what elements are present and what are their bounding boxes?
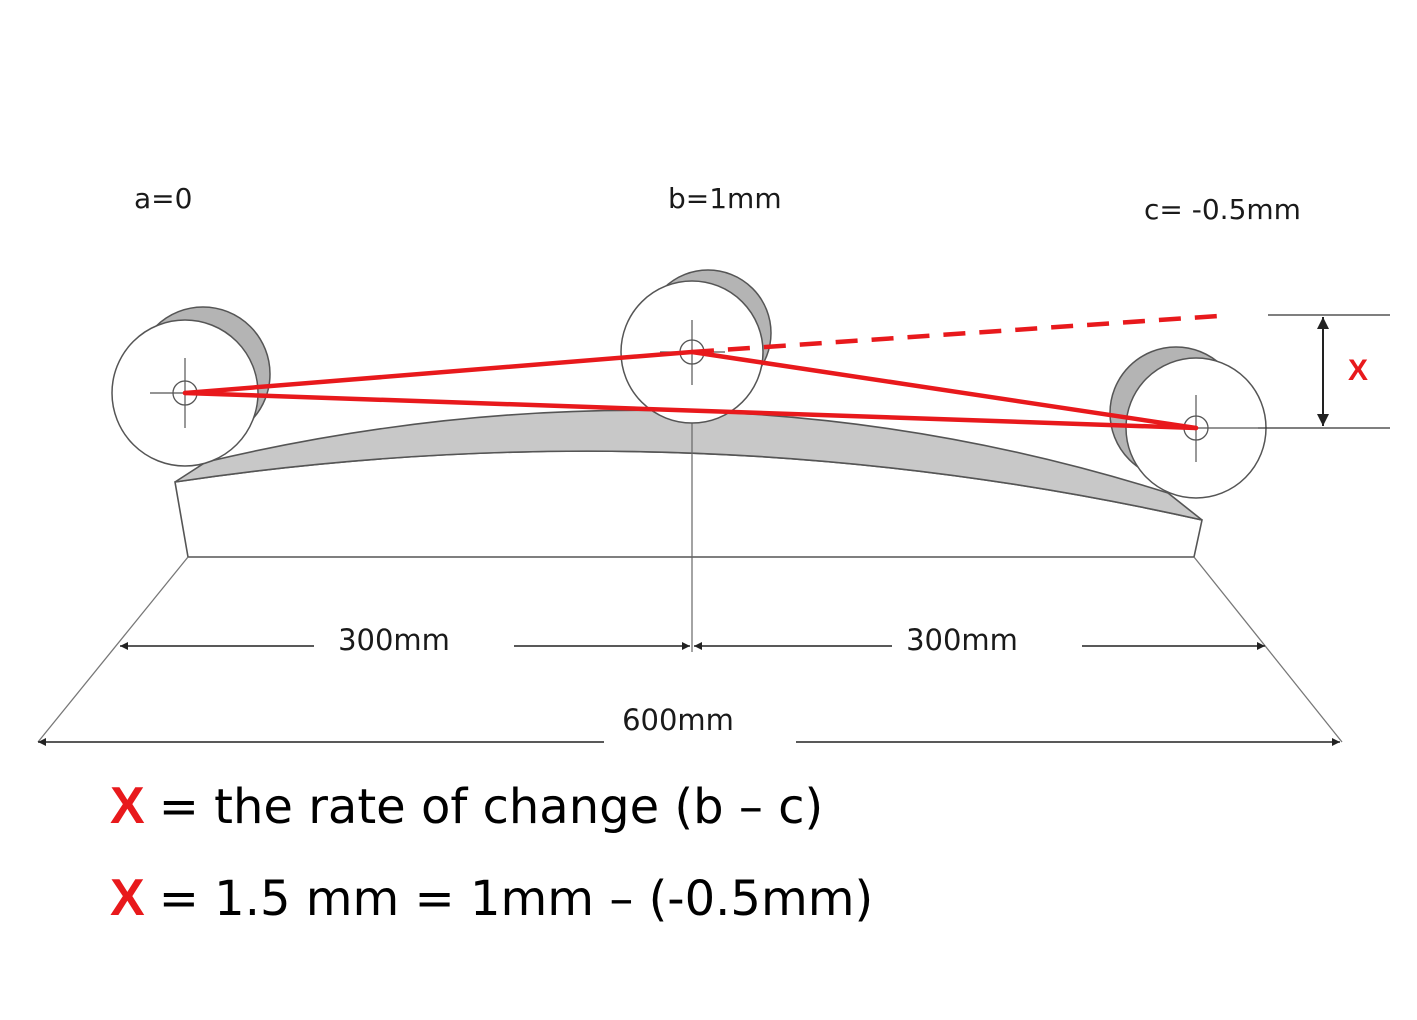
dim-label-right-300: 300mm bbox=[906, 623, 1018, 657]
formula-1-text: = the rate of change (b – c) bbox=[158, 779, 824, 835]
dim-label-600: 600mm bbox=[622, 703, 734, 737]
measurement-lines bbox=[182, 313, 1219, 431]
red-line-b-to-c bbox=[689, 349, 1199, 431]
floor-line-right bbox=[1193, 556, 1343, 743]
label-b: b=1mm bbox=[668, 182, 782, 215]
red-line-a-to-b bbox=[182, 349, 695, 396]
label-a: a=0 bbox=[134, 182, 192, 215]
red-dashed-extension bbox=[691, 313, 1219, 355]
formula-2-text: = 1.5 mm = 1mm – (-0.5mm) bbox=[158, 871, 874, 927]
label-c: c= -0.5mm bbox=[1144, 193, 1301, 226]
red-line-a-to-c bbox=[182, 390, 1199, 431]
formula-rate-of-change: X = the rate of change (b – c) bbox=[110, 780, 823, 832]
formula-2-variable: X bbox=[110, 869, 145, 927]
x-dimension: X bbox=[1258, 314, 1390, 429]
dim-label-left-300: 300mm bbox=[338, 623, 450, 657]
dimension-600: 600mm bbox=[38, 703, 1340, 746]
wheel-c bbox=[1109, 346, 1267, 499]
base-block bbox=[37, 409, 1343, 743]
dimension-300-right: 300mm bbox=[694, 623, 1265, 657]
floor-line-left bbox=[37, 556, 189, 743]
x-marker-label: X bbox=[1348, 354, 1368, 387]
formula-1-variable: X bbox=[110, 777, 145, 835]
base-top-surface bbox=[174, 409, 1203, 521]
dimension-300-left: 300mm bbox=[120, 623, 690, 657]
formula-calculation: X = 1.5 mm = 1mm – (-0.5mm) bbox=[110, 872, 873, 924]
